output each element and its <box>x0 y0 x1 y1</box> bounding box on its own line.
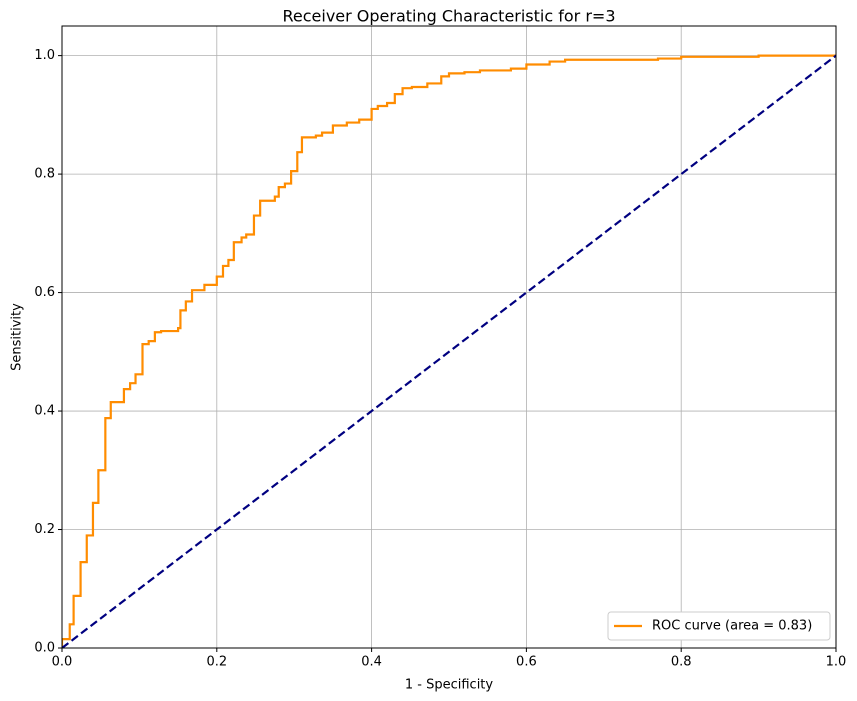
x-tick-label: 0.4 <box>361 655 382 670</box>
y-tick-label: 1.0 <box>34 48 55 63</box>
legend-label: ROC curve (area = 0.83) <box>652 619 812 634</box>
x-tick-label: 0.8 <box>671 655 692 670</box>
y-tick-label: 0.0 <box>34 641 55 656</box>
y-tick-label: 0.6 <box>34 285 55 300</box>
x-axis-label: 1 - Specificity <box>405 678 494 693</box>
series-line <box>62 54 836 648</box>
y-tick-label: 0.2 <box>34 522 55 537</box>
y-axis-label: Sensitivity <box>10 303 25 371</box>
plot-frame <box>61 25 837 649</box>
chart-title: Receiver Operating Characteristic for r=… <box>282 7 615 26</box>
x-tick-label: 0.0 <box>52 655 73 670</box>
x-tick-label: 0.2 <box>206 655 227 670</box>
x-tick-label: 0.6 <box>516 655 537 670</box>
y-tick-label: 0.8 <box>34 167 55 182</box>
x-tick-label: 1.0 <box>826 655 847 670</box>
y-tick-label: 0.4 <box>34 404 55 419</box>
legend-box <box>607 611 831 641</box>
series-line <box>62 54 836 648</box>
